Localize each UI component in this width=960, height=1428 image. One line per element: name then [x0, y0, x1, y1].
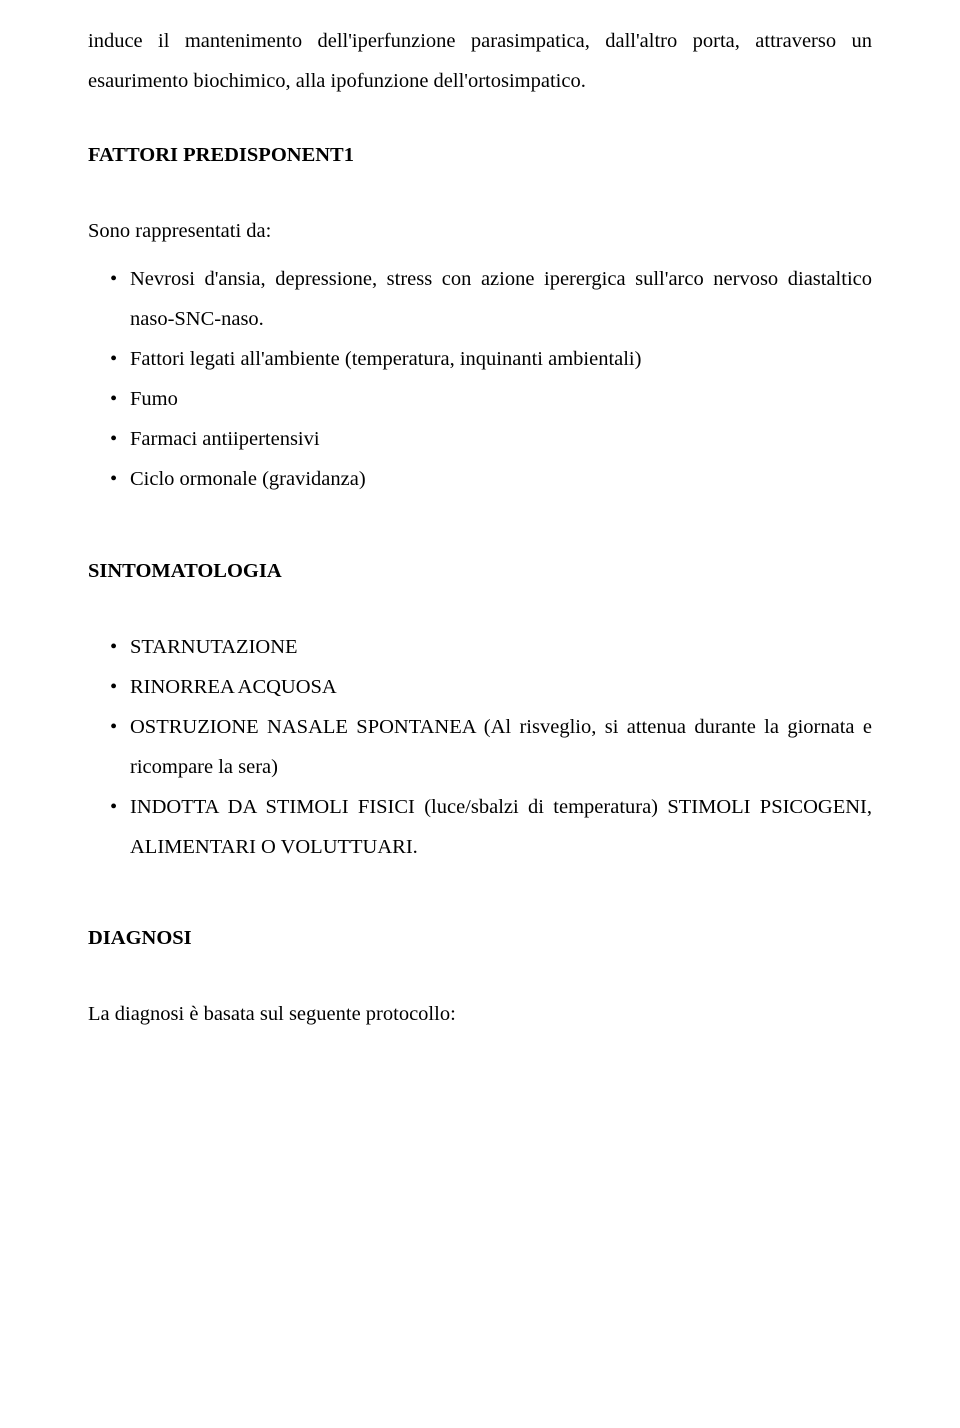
list-item: Nevrosi d'ansia, depressione, stress con… [110, 260, 872, 340]
list-item: Fattori legati all'ambiente (temperatura… [110, 340, 872, 380]
list-item: OSTRUZIONE NASALE SPONTANEA (Al risvegli… [110, 708, 872, 788]
list-item: Fumo [110, 380, 872, 420]
list-item: RINORREA ACQUOSA [110, 668, 872, 708]
section1-list: Nevrosi d'ansia, depressione, stress con… [88, 260, 872, 500]
list-item: Farmaci antiipertensivi [110, 420, 872, 460]
section3-heading: DIAGNOSI [88, 919, 872, 959]
intro-paragraph: induce il mantenimento dell'iperfunzione… [88, 22, 872, 102]
list-item: INDOTTA DA STIMOLI FISICI (luce/sbalzi d… [110, 788, 872, 868]
section1-intro: Sono rappresentati da: [88, 212, 872, 252]
list-item: STARNUTAZIONE [110, 628, 872, 668]
final-paragraph: La diagnosi è basata sul seguente protoc… [88, 995, 872, 1035]
list-item: Ciclo ormonale (gravidanza) [110, 460, 872, 500]
section2-heading: SINTOMATOLOGIA [88, 552, 872, 592]
section1-heading: FATTORI PREDISPONENT1 [88, 136, 872, 176]
page: induce il mantenimento dell'iperfunzione… [0, 0, 960, 1075]
section2-list: STARNUTAZIONE RINORREA ACQUOSA OSTRUZION… [88, 628, 872, 868]
